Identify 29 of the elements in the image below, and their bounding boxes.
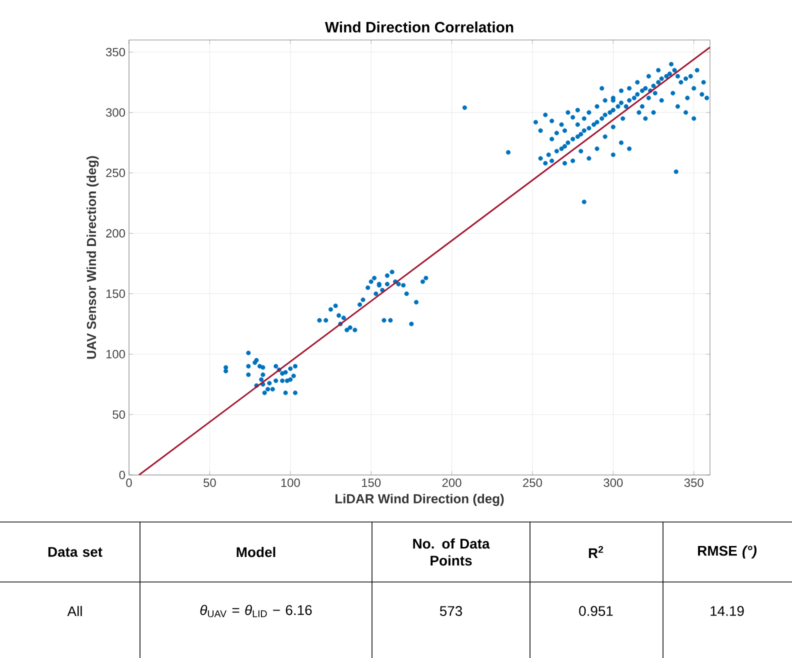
- text: All: [67, 606, 82, 616]
- x-tick-label: 350: [684, 478, 704, 487]
- text: 573: [440, 606, 462, 616]
- y-tick-label: 50: [112, 410, 126, 419]
- x-tick-label: 100: [281, 478, 300, 487]
- text: Model: [236, 546, 276, 558]
- y-tick-label: 150: [106, 290, 126, 298]
- y-axis-title: UAV Sensor Wind Direction (deg): [86, 156, 99, 359]
- x-tick-label: 50: [204, 478, 216, 487]
- x-tick-label: 300: [604, 478, 623, 487]
- y-tick-label: 0: [119, 470, 126, 480]
- text: RMSE (°): [698, 545, 757, 558]
- x-tick-label: 0: [126, 478, 132, 487]
- y-tick-label: 350: [106, 48, 126, 56]
- chart-title: Wind Direction Correlation: [324, 22, 514, 32]
- text: θ$_{UAV}$ = θ$_{LID}$ − 6.16: [200, 604, 312, 618]
- x-axis-title: LiDAR Wind Direction (deg): [336, 494, 504, 506]
- text: Data set: [48, 547, 102, 557]
- x-tick-label: 150: [362, 478, 381, 487]
- text: 0.951: [579, 606, 613, 616]
- y-tick-label: 100: [106, 350, 126, 358]
- y-tick-label: 300: [106, 108, 126, 117]
- x-tick-label: 250: [523, 478, 542, 487]
- x-tick-label: 200: [442, 478, 462, 487]
- text: No. of Data Points: [413, 538, 490, 566]
- text: R$^{2}$: [588, 546, 604, 558]
- y-tick-label: 250: [106, 168, 126, 178]
- y-tick-label: 200: [106, 229, 126, 238]
- text: 14.19: [710, 606, 744, 616]
